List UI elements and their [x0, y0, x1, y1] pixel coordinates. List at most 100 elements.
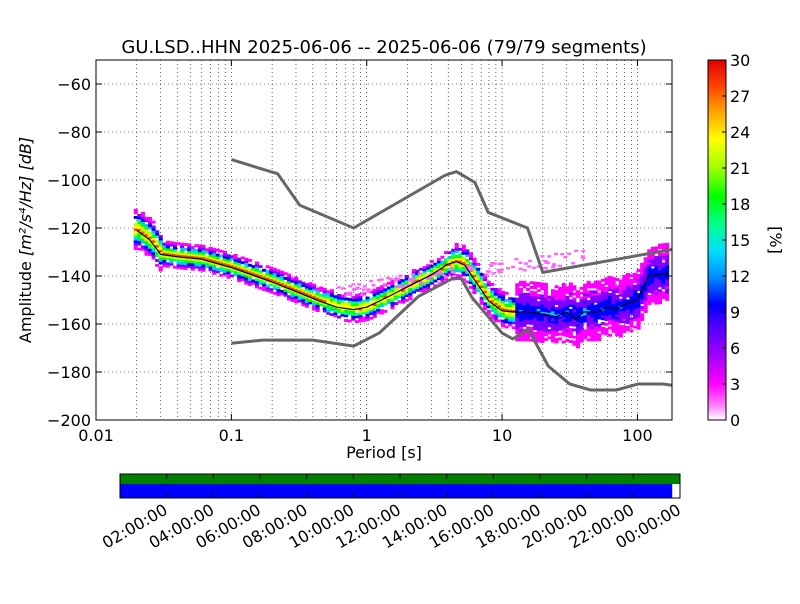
heatmap-cell: [194, 251, 199, 255]
heatmap-cell: [625, 311, 630, 315]
chart-title: GU.LSD..HHN 2025-06-06 -- 2025-06-06 (79…: [121, 37, 646, 58]
heatmap-cell: [604, 315, 609, 319]
heatmap-cell: [432, 273, 437, 276]
median-psd-line: [136, 229, 669, 320]
heatmap-cell: [308, 294, 313, 298]
heatmap-cell: [360, 293, 365, 297]
heatmap-cell: [140, 247, 145, 251]
heatmap-cell: [625, 292, 630, 296]
heatmap-cell: [629, 305, 634, 309]
heatmap-cell: [365, 308, 370, 312]
heatmap-cell: [558, 287, 563, 290]
heatmap-cell: [376, 286, 381, 290]
x-tick-label: 0.01: [78, 426, 114, 445]
heatmap-cell: [404, 277, 409, 281]
heatmap-cell: [550, 318, 556, 321]
heatmap-cell: [586, 333, 591, 337]
heatmap-cell: [197, 246, 202, 250]
heatmap-cell: [515, 324, 520, 327]
heatmap-cell: [372, 295, 377, 299]
heatmap-cell: [525, 333, 531, 337]
heatmap-cell: [365, 301, 370, 305]
heatmap-cell: [608, 319, 613, 323]
heatmap-cell: [590, 292, 595, 296]
heatmap-cell: [629, 278, 634, 282]
heatmap-cell: [625, 306, 630, 310]
heatmap-cell: [618, 291, 623, 295]
heatmap-cell: [230, 255, 235, 259]
heatmap-cell: [312, 295, 317, 299]
heatmap-cell: [640, 294, 645, 297]
heatmap-cell: [547, 295, 552, 299]
heatmap-cell: [554, 321, 559, 325]
heatmap-cell: [365, 311, 370, 314]
heatmap-cell: [575, 333, 580, 337]
heatmap-cell: [575, 338, 580, 342]
heatmap-cell: [244, 274, 249, 278]
heatmap-cell: [665, 283, 670, 287]
heatmap-cell: [226, 275, 231, 279]
heatmap-cell: [593, 290, 598, 294]
heatmap-cell: [443, 263, 449, 267]
heatmap-cell: [650, 258, 655, 262]
heatmap-cell: [322, 309, 327, 313]
heatmap-cell: [572, 342, 577, 346]
heatmap-cell: [547, 297, 552, 301]
heatmap-cell: [155, 232, 160, 236]
heatmap-cell: [558, 296, 563, 300]
heatmap-cell: [650, 285, 655, 289]
heatmap-cell: [611, 279, 616, 283]
heatmap-cell: [237, 272, 242, 275]
heatmap-cell: [615, 299, 620, 303]
heatmap-cell: [165, 243, 170, 247]
heatmap-cell: [665, 269, 670, 273]
heatmap-cell: [508, 321, 513, 324]
heatmap-cell: [575, 316, 580, 320]
heatmap-cell: [565, 317, 570, 321]
heatmap-cell: [583, 329, 588, 333]
heatmap-cell: [597, 297, 602, 301]
heatmap-cell: [258, 265, 263, 269]
heatmap-cell: [565, 303, 570, 306]
heatmap-cell: [379, 290, 384, 293]
heatmap-cell: [640, 270, 645, 273]
heatmap-cell: [158, 268, 163, 272]
heatmap-cell: [558, 289, 563, 293]
heatmap-cell: [383, 297, 388, 301]
heatmap-cell: [522, 304, 527, 308]
heatmap-cell: [554, 309, 559, 313]
heatmap-cell: [379, 297, 384, 301]
heatmap-cell: [468, 276, 474, 280]
heatmap-cell: [611, 305, 616, 309]
heatmap-cell: [522, 319, 527, 323]
heatmap-cell: [543, 314, 548, 318]
heatmap-cell: [650, 256, 655, 260]
heatmap-cell: [529, 300, 534, 304]
heatmap-cell: [568, 299, 573, 303]
heatmap-cell: [451, 253, 456, 257]
heatmap-cell: [593, 307, 598, 311]
heatmap-cell: [575, 311, 580, 315]
heatmap-cell: [643, 307, 648, 311]
heatmap-cell: [222, 272, 227, 276]
heatmap-cell: [262, 280, 267, 284]
heatmap-cell: [376, 279, 381, 282]
heatmap-cell: [476, 289, 481, 293]
heatmap-cell: [636, 269, 641, 273]
heatmap-cell: [344, 309, 349, 313]
heatmap-cell: [265, 279, 270, 283]
heatmap-cell: [151, 225, 156, 229]
heatmap-cell: [158, 237, 163, 241]
heatmap-cell: [140, 245, 145, 249]
heatmap-cell: [426, 268, 431, 272]
heatmap-cell: [622, 282, 627, 285]
heatmap-cell: [340, 304, 345, 308]
heatmap-cell: [458, 259, 463, 263]
heatmap-cell: [622, 284, 627, 288]
heatmap-cell: [197, 263, 202, 267]
heatmap-cell: [411, 271, 416, 275]
heatmap-cell: [422, 268, 427, 272]
heatmap-cell: [568, 328, 573, 331]
heatmap-cell: [561, 299, 566, 303]
heatmap-cell: [329, 291, 334, 295]
